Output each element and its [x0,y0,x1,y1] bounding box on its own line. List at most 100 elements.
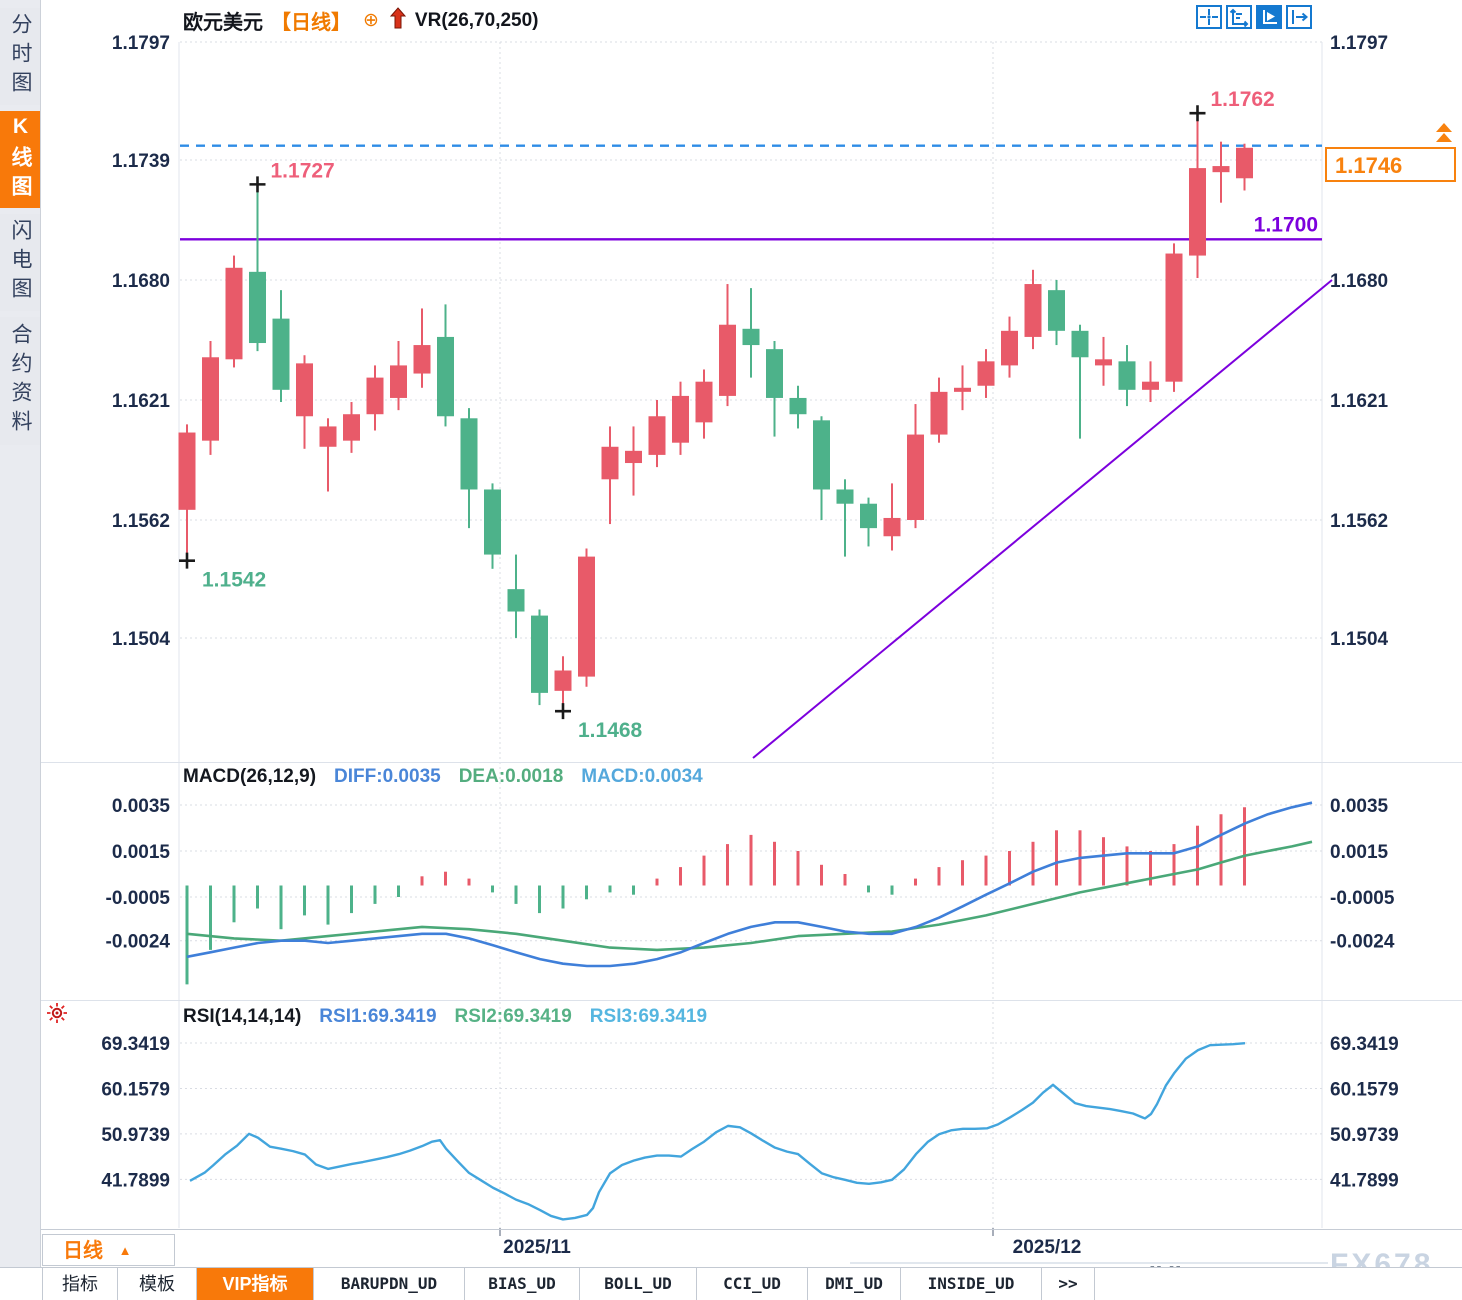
sun-burst-icon[interactable] [46,1002,68,1024]
tab-barupdn-ud[interactable]: BARUPDN_UD [314,1268,465,1300]
macd-macd-value: MACD:0.0034 [581,766,703,787]
candle-body [507,589,525,612]
tab-indicators[interactable]: 指标 [43,1268,118,1300]
sidebar-item-contract-info[interactable]: 合约资料 [0,317,40,445]
candle-body [813,420,830,490]
x-axis-label-nov: 2025/11 [503,1237,571,1258]
indicator-tab-bar: 指标 模板 VIP指标 BARUPDN_UD BIAS_UD BOLL_UD C… [0,1267,1462,1300]
candle-body [343,414,360,441]
candle-body [178,432,196,510]
extreme-cross-marker [1189,105,1206,122]
candle-body [437,336,454,417]
tab-cci-ud[interactable]: CCI_UD [697,1268,808,1300]
rsi-header: RSI(14,14,14) RSI1:69.3419 RSI2:69.3419 … [183,1006,707,1028]
candle-body [390,365,407,398]
macd-tick-left: -0.0005 [106,888,171,909]
sidebar-item-flash-chart[interactable]: 闪电图 [0,214,40,311]
candle-body [272,318,290,390]
macd-dea-line [186,840,1313,952]
auto-scale-icon[interactable] [1256,5,1282,29]
candle-body [1142,381,1159,390]
red-up-arrow-icon [389,7,407,34]
rsi-line [189,1042,1246,1221]
tab-vip-indicators[interactable]: VIP指标 [197,1268,314,1300]
rsi-tick-left: 50.9739 [101,1125,170,1146]
candle-body [202,357,219,441]
candle-body [319,426,337,447]
price-tick-left: 1.1680 [112,271,170,292]
period-label[interactable]: 【日线】 [271,12,351,34]
watermark-line [850,1262,1328,1264]
chart-bottom-border [40,1229,1462,1230]
candle-body [249,271,266,344]
macd-tick-right: 0.0035 [1330,796,1389,817]
candle-body [930,391,948,435]
support-level-label: 1.1700 [1254,213,1318,236]
candle-body [836,489,854,504]
rsi3-value: RSI3:69.3419 [589,1006,708,1027]
rsi-tick-left: 69.3419 [101,1034,170,1055]
candle-body [1024,284,1042,337]
pan-crosshair-icon[interactable] [1196,5,1222,29]
candle-body [460,418,478,490]
candle-body [531,615,548,693]
tab-dmi-ud[interactable]: DMI_UD [808,1268,901,1300]
sidebar-item-kline-chart[interactable]: K线图 [0,111,40,208]
macd-header: MACD(26,12,9) DIFF:0.0035 DEA:0.0018 MAC… [183,766,703,788]
candle-body [413,345,431,374]
candle-body [695,381,713,423]
price-tick-left: 1.1621 [112,391,171,412]
candle-body [672,395,689,443]
tab-templates[interactable]: 模板 [118,1268,197,1300]
candle-body [789,397,807,415]
candle-body [484,489,501,555]
price-tick-right: 1.1621 [1330,391,1389,412]
candle-body [366,377,384,415]
candle-body [907,434,924,520]
rsi-tick-right: 60.1579 [1330,1079,1399,1100]
tab-boll-ud[interactable]: BOLL_UD [580,1268,697,1300]
candle-body [648,416,666,455]
trendline [752,279,1333,759]
candle-body [719,324,736,396]
candle-body [578,556,595,677]
sidebar-item-time-chart[interactable]: 分时图 [0,8,40,105]
price-up-arrow-icon [1436,123,1452,132]
macd-dea-value: DEA:0.0018 [458,766,564,787]
high-price-annotation: 1.1727 [271,159,335,182]
price-up-arrow-icon [1436,133,1452,142]
price-tick-right: 1.1680 [1330,271,1388,292]
price-tick-left: 1.1504 [112,629,171,650]
candle-body [860,503,877,529]
candle-body [625,450,642,464]
candle-body [1118,361,1136,390]
tab-inside-ud[interactable]: INSIDE_UD [901,1268,1042,1300]
jump-latest-icon[interactable] [1286,5,1312,29]
period-dropdown[interactable]: 日线 ▲ [42,1234,175,1266]
tab-more[interactable]: >> [1042,1268,1095,1300]
candle-body [1236,147,1253,179]
sidebar [0,0,41,1267]
macd-tick-right: -0.0005 [1330,888,1395,909]
current-price-box[interactable]: 1.1746 [1325,147,1456,182]
divider-macd-rsi [40,1000,1462,1001]
extreme-cross-marker [249,176,266,193]
candle-body [601,446,619,480]
price-tick-left: 1.1562 [112,511,170,532]
rsi-tick-right: 41.7899 [1330,1170,1399,1191]
axis-scale-icon[interactable] [1226,5,1252,29]
candle-body [883,517,901,537]
rsi-tick-left: 60.1579 [101,1079,170,1100]
candle-body [225,267,243,360]
tab-bias-ud[interactable]: BIAS_UD [465,1268,580,1300]
vr-indicator-label: VR(26,70,250) [414,9,539,31]
rsi2-value: RSI2:69.3419 [454,1006,572,1027]
candle-body [1189,168,1206,256]
circle-plus-icon[interactable]: ⊕ [363,10,379,31]
x-axis-label-dec: 2025/12 [1012,1237,1082,1258]
candle-body [1095,359,1112,366]
period-dropdown-label: 日线 [63,1240,103,1262]
rsi1-value: RSI1:69.3419 [319,1006,437,1027]
tab-spacer [0,1268,43,1300]
